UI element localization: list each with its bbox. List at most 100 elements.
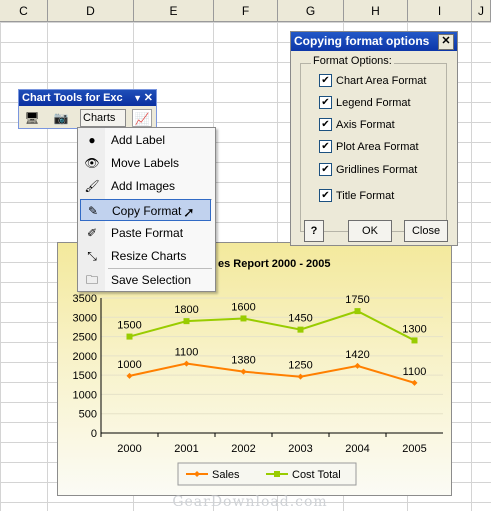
data-label: 1450 bbox=[288, 313, 312, 325]
folder-icon: 🗀 bbox=[85, 273, 98, 287]
series-line-1 bbox=[129, 310, 415, 342]
menu-item-label: Copy Format bbox=[112, 204, 182, 218]
data-label: 1600 bbox=[231, 301, 255, 313]
close-icon[interactable]: ✕ bbox=[438, 34, 454, 50]
menu-item-paste-format[interactable]: ✐ Paste Format bbox=[78, 222, 215, 244]
resize-icon: ⤡ bbox=[87, 249, 97, 263]
data-point bbox=[240, 368, 247, 375]
column-header-f[interactable]: F bbox=[214, 0, 278, 22]
dialog-title: Copying format options bbox=[294, 34, 430, 48]
menu-separator bbox=[108, 268, 212, 269]
grid-divider bbox=[47, 22, 48, 511]
column-header-i[interactable]: I bbox=[408, 0, 472, 22]
menu-item-resize-charts[interactable]: ⤡ Resize Charts bbox=[78, 245, 215, 267]
toolbar-titlebar[interactable]: Chart Tools for Exc ▼ ✕ bbox=[19, 90, 156, 106]
y-tick-label: 500 bbox=[79, 409, 97, 421]
help-icon: ? bbox=[310, 225, 318, 237]
menu-item-label: Add Label bbox=[111, 133, 166, 147]
data-point bbox=[354, 362, 361, 369]
ok-button[interactable]: OK bbox=[348, 220, 392, 242]
column-header-c[interactable]: C bbox=[0, 0, 48, 22]
ball-icon: ● bbox=[88, 133, 96, 147]
menu-item-copy-format[interactable]: ✎ Copy Format ➚ bbox=[80, 199, 211, 221]
chart-title: es Report 2000 - 2005 bbox=[218, 258, 331, 270]
data-label: 1250 bbox=[288, 360, 312, 372]
option-label: Axis Format bbox=[336, 119, 395, 131]
column-header-h[interactable]: H bbox=[344, 0, 408, 22]
menu-item-save-selection[interactable]: 🗀 Save Selection bbox=[78, 269, 215, 291]
menu-item-move-labels[interactable]: 👁 Move Labels bbox=[78, 152, 215, 174]
checkbox-checked-icon[interactable]: ✔ bbox=[319, 74, 332, 87]
charts-dropdown-menu: ● Add Label 👁 Move Labels 🖌 Add Images ✎… bbox=[77, 127, 216, 292]
y-tick-label: 2000 bbox=[73, 351, 97, 363]
y-tick-label: 3000 bbox=[73, 312, 97, 324]
column-header-g[interactable]: G bbox=[278, 0, 344, 22]
data-point bbox=[297, 326, 304, 333]
chart-svg: es Report 2000 - 2005 0 500 1000 1500 2000 250… bbox=[73, 258, 443, 486]
option-label: Plot Area Format bbox=[336, 141, 419, 153]
data-point bbox=[183, 318, 190, 325]
x-tick-label: 2003 bbox=[288, 443, 312, 455]
data-point bbox=[411, 379, 418, 386]
x-tick-label: 2001 bbox=[174, 443, 198, 455]
y-tick-label: 2500 bbox=[73, 332, 97, 344]
x-tick-label: 2004 bbox=[345, 443, 369, 455]
series-line-0 bbox=[129, 362, 415, 384]
data-point bbox=[240, 315, 247, 322]
checkbox-checked-icon[interactable]: ✔ bbox=[319, 118, 332, 131]
data-point bbox=[183, 360, 190, 367]
brush-icon: 🖌 bbox=[84, 179, 100, 193]
data-point bbox=[354, 308, 361, 315]
group-label: Format Options: bbox=[311, 55, 394, 67]
dialog-titlebar[interactable]: Copying format options ✕ bbox=[291, 32, 457, 51]
monitor-icon[interactable]: 🖥 bbox=[24, 111, 40, 125]
data-label: 1750 bbox=[345, 294, 369, 306]
close-button[interactable]: Close bbox=[404, 220, 448, 242]
x-tick-label: 2002 bbox=[231, 443, 255, 455]
checkbox-checked-icon[interactable]: ✔ bbox=[319, 189, 332, 202]
checkbox-checked-icon[interactable]: ✔ bbox=[319, 140, 332, 153]
checkbox-checked-icon[interactable]: ✔ bbox=[319, 163, 332, 176]
charts-menu-button[interactable]: Charts ▼ bbox=[80, 109, 126, 139]
toolbar-options-icon[interactable]: ▼ bbox=[133, 93, 142, 103]
watermark: GearDownload.com bbox=[172, 494, 328, 510]
option-label: Title Format bbox=[336, 190, 395, 202]
y-tick-label: 3500 bbox=[73, 293, 97, 305]
help-button[interactable]: ? bbox=[304, 220, 324, 242]
close-label: Close bbox=[411, 225, 441, 237]
data-point bbox=[126, 372, 133, 379]
column-header-e[interactable]: E bbox=[134, 0, 214, 22]
mouse-cursor-icon: ➚ bbox=[183, 204, 195, 220]
checkbox-checked-icon[interactable]: ✔ bbox=[319, 96, 332, 109]
data-label: 1420 bbox=[345, 349, 369, 361]
copying-format-dialog: Copying format options ✕ Format Options:… bbox=[290, 31, 458, 246]
menu-item-add-images[interactable]: 🖌 Add Images bbox=[78, 175, 215, 197]
close-icon[interactable]: ✕ bbox=[143, 92, 153, 104]
legend-label: Sales bbox=[212, 469, 240, 481]
column-header-d[interactable]: D bbox=[48, 0, 134, 22]
menu-item-label: Paste Format bbox=[111, 226, 184, 240]
chart-tools-toolbar[interactable]: Chart Tools for Exc ▼ ✕ 🖥 📷 Charts ▼ 📈 bbox=[18, 89, 157, 139]
y-tick-label: 0 bbox=[91, 428, 97, 440]
data-label: 1000 bbox=[117, 359, 141, 371]
menu-item-label: Add Images bbox=[111, 179, 176, 193]
data-point bbox=[297, 373, 304, 380]
data-point bbox=[126, 333, 133, 340]
grid-divider bbox=[471, 22, 472, 511]
camera-icon[interactable]: 📷 bbox=[53, 111, 69, 125]
legend-marker bbox=[274, 471, 280, 477]
data-label: 1380 bbox=[231, 355, 255, 367]
data-label: 1500 bbox=[117, 320, 141, 332]
charts-button-label: Charts bbox=[83, 112, 116, 124]
x-tick-label: 2005 bbox=[402, 443, 426, 455]
data-point bbox=[411, 337, 418, 344]
option-label: Legend Format bbox=[336, 97, 411, 109]
eye-icon: 👁 bbox=[84, 156, 100, 170]
x-tick-label: 2000 bbox=[117, 443, 141, 455]
line-chart-icon[interactable]: 📈 bbox=[132, 109, 152, 127]
menu-item-add-label[interactable]: ● Add Label bbox=[78, 129, 215, 151]
toolbar-title: Chart Tools for Exc bbox=[22, 92, 123, 104]
dropper-icon: ✎ bbox=[87, 204, 99, 218]
column-header-j[interactable]: J bbox=[472, 0, 491, 22]
option-label: Gridlines Format bbox=[336, 164, 418, 176]
